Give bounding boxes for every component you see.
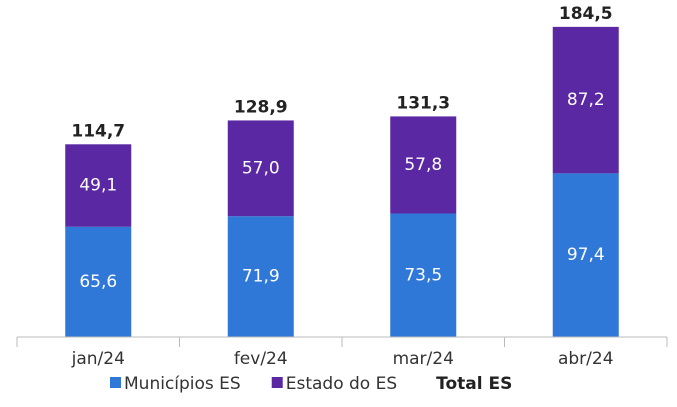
data-label: 73,5 xyxy=(404,265,442,285)
bar-segment xyxy=(227,120,294,217)
data-label: 57,0 xyxy=(242,158,280,178)
total-label: 114,7 xyxy=(71,121,125,141)
bar-segment xyxy=(390,213,457,337)
bar-segment xyxy=(65,226,132,337)
x-tick-label: mar/24 xyxy=(393,349,454,369)
data-label: 87,2 xyxy=(567,90,605,110)
bar-segment xyxy=(65,144,132,227)
total-label: 128,9 xyxy=(234,97,288,117)
legend-label: Estado do ES xyxy=(286,374,397,394)
x-tick-label: fev/24 xyxy=(234,349,288,369)
x-tick-label: jan/24 xyxy=(71,349,125,369)
total-label: 184,5 xyxy=(559,4,613,24)
legend-label: Municípios ES xyxy=(124,374,241,394)
bar-segment xyxy=(227,216,294,337)
legend-swatch xyxy=(110,377,121,388)
data-label: 97,4 xyxy=(567,245,605,265)
data-label: 49,1 xyxy=(79,176,117,196)
bar-segment xyxy=(552,173,619,337)
legend-label: Total ES xyxy=(436,374,512,394)
data-label: 65,6 xyxy=(79,272,117,292)
bar-segment xyxy=(552,26,619,174)
total-label: 131,3 xyxy=(396,93,450,113)
bar-segment xyxy=(390,116,457,214)
data-label: 71,9 xyxy=(242,267,280,287)
legend-swatch xyxy=(271,377,283,388)
data-label: 57,8 xyxy=(404,155,442,175)
x-tick-label: abr/24 xyxy=(558,349,614,369)
